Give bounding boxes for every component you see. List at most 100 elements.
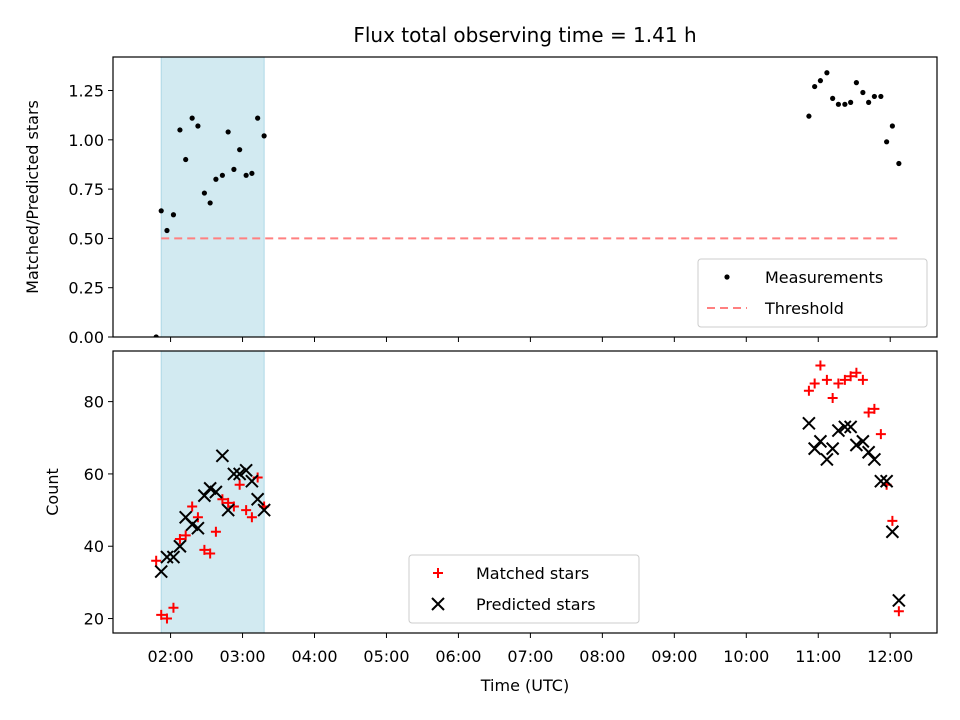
data-point: [863, 407, 874, 418]
data-point: [225, 129, 231, 135]
data-point: [183, 156, 189, 163]
shaded-observing-span: [160, 57, 265, 337]
legend-swatch: [431, 597, 445, 611]
data-point: [166, 550, 181, 564]
data-point: [215, 449, 230, 463]
data-point: [257, 503, 271, 517]
data-point: [851, 367, 862, 378]
data-point: [153, 334, 159, 337]
data-point: [807, 441, 822, 456]
data-point: [866, 99, 872, 105]
data-point: [889, 123, 895, 129]
data-point: [192, 512, 203, 523]
data-point: [896, 160, 902, 167]
data-point: [887, 515, 898, 526]
data-point: [177, 127, 183, 133]
data-point: [199, 544, 210, 555]
data-point: [246, 512, 257, 523]
data-point: [164, 227, 170, 234]
data-point: [197, 488, 212, 503]
data-point: [839, 374, 850, 385]
x-tick-label: 11:00: [795, 647, 841, 666]
data-point: [835, 101, 842, 107]
y-tick-label: 0.50: [68, 229, 104, 248]
data-point: [201, 190, 207, 196]
data-point: [856, 434, 870, 449]
data-point: [237, 147, 243, 153]
top-panel-ratio: 0.00 0.25 0.50 0.75 1.00 1.25 Matched/Predicte…: [23, 56, 938, 347]
data-point: [195, 123, 201, 129]
data-point: [857, 374, 868, 385]
data-point: [878, 93, 884, 100]
data-point: [815, 360, 826, 371]
data-point: [831, 423, 846, 438]
x-tick-label: 02:00: [148, 647, 194, 666]
data-point: [843, 420, 858, 434]
data-point: [187, 501, 198, 512]
data-point: [813, 434, 828, 449]
data-point: [860, 89, 866, 96]
data-point: [861, 445, 876, 459]
data-point: [842, 101, 848, 107]
data-point: [892, 593, 906, 608]
data-point: [893, 606, 904, 617]
data-point: [867, 452, 882, 467]
x-tick-label: 06:00: [435, 647, 481, 666]
legend-swatch: [724, 274, 730, 280]
data-point: [824, 70, 830, 76]
y-tick-label: 0.75: [68, 180, 104, 199]
plot-area: [151, 351, 906, 633]
data-point: [209, 485, 223, 499]
y-axis-label: Matched/Predicted stars: [23, 100, 42, 294]
data-point: [231, 166, 237, 172]
legend-label: Predicted stars: [476, 595, 596, 614]
data-point: [191, 521, 205, 535]
data-point: [173, 539, 187, 553]
data-point: [158, 208, 164, 214]
y-tick-label: 0.00: [68, 328, 104, 347]
data-point: [874, 474, 888, 488]
data-point: [820, 452, 834, 467]
data-point: [833, 378, 844, 389]
y-tick-label: 60: [84, 465, 104, 484]
data-point: [180, 530, 191, 541]
data-point: [809, 378, 820, 389]
data-point: [249, 170, 255, 176]
data-point: [812, 83, 818, 90]
data-point: [219, 172, 225, 178]
data-point: [806, 113, 812, 119]
data-point: [217, 494, 228, 505]
data-point: [243, 172, 249, 178]
bottom-panel-count: 20 40 60 80 02:00 03:00 04:00 05:00 06:00 07:00 08…: [43, 350, 938, 666]
data-point: [234, 479, 245, 490]
data-point: [830, 95, 836, 102]
data-point: [875, 429, 886, 440]
data-point: [821, 374, 832, 385]
y-tick-label: 40: [84, 537, 104, 556]
data-point: [154, 564, 168, 579]
x-tick-label: 08:00: [579, 647, 625, 666]
plot-frame: [112, 350, 938, 634]
legend-label: Threshold: [764, 299, 844, 318]
data-point: [848, 99, 854, 105]
data-point: [221, 503, 235, 517]
data-point: [853, 80, 859, 86]
data-point: [210, 526, 221, 537]
legend-label: Matched stars: [476, 564, 589, 583]
x-tick-label: 04:00: [291, 647, 337, 666]
y-tick-label: 20: [84, 610, 104, 629]
plot-frame: [112, 56, 938, 338]
data-point: [161, 613, 172, 624]
x-tick-label: 05:00: [363, 647, 409, 666]
x-axis-label: Time (UTC): [480, 676, 569, 695]
legend-box: [697, 258, 928, 328]
legend-box: [408, 554, 640, 624]
data-point: [884, 139, 890, 145]
chart-title: Flux total observing time = 1.41 h: [353, 23, 696, 47]
data-point: [151, 555, 162, 566]
data-point: [205, 548, 216, 559]
data-point: [168, 602, 179, 613]
legend: Matched stars Predicted stars: [408, 554, 640, 624]
data-point: [156, 609, 167, 620]
